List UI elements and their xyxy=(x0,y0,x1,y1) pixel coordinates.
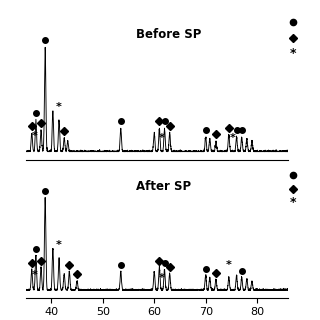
Text: *: * xyxy=(159,133,165,143)
Text: *: * xyxy=(226,260,232,270)
Text: *: * xyxy=(56,240,62,251)
Text: After SP: After SP xyxy=(136,180,191,193)
Text: *: * xyxy=(229,133,236,143)
Text: *: * xyxy=(31,131,37,141)
Text: Before SP: Before SP xyxy=(136,28,201,41)
Text: *: * xyxy=(31,270,37,280)
Text: *: * xyxy=(159,273,165,283)
Text: *: * xyxy=(290,196,297,209)
Text: *: * xyxy=(56,102,62,112)
Text: *: * xyxy=(290,47,297,60)
